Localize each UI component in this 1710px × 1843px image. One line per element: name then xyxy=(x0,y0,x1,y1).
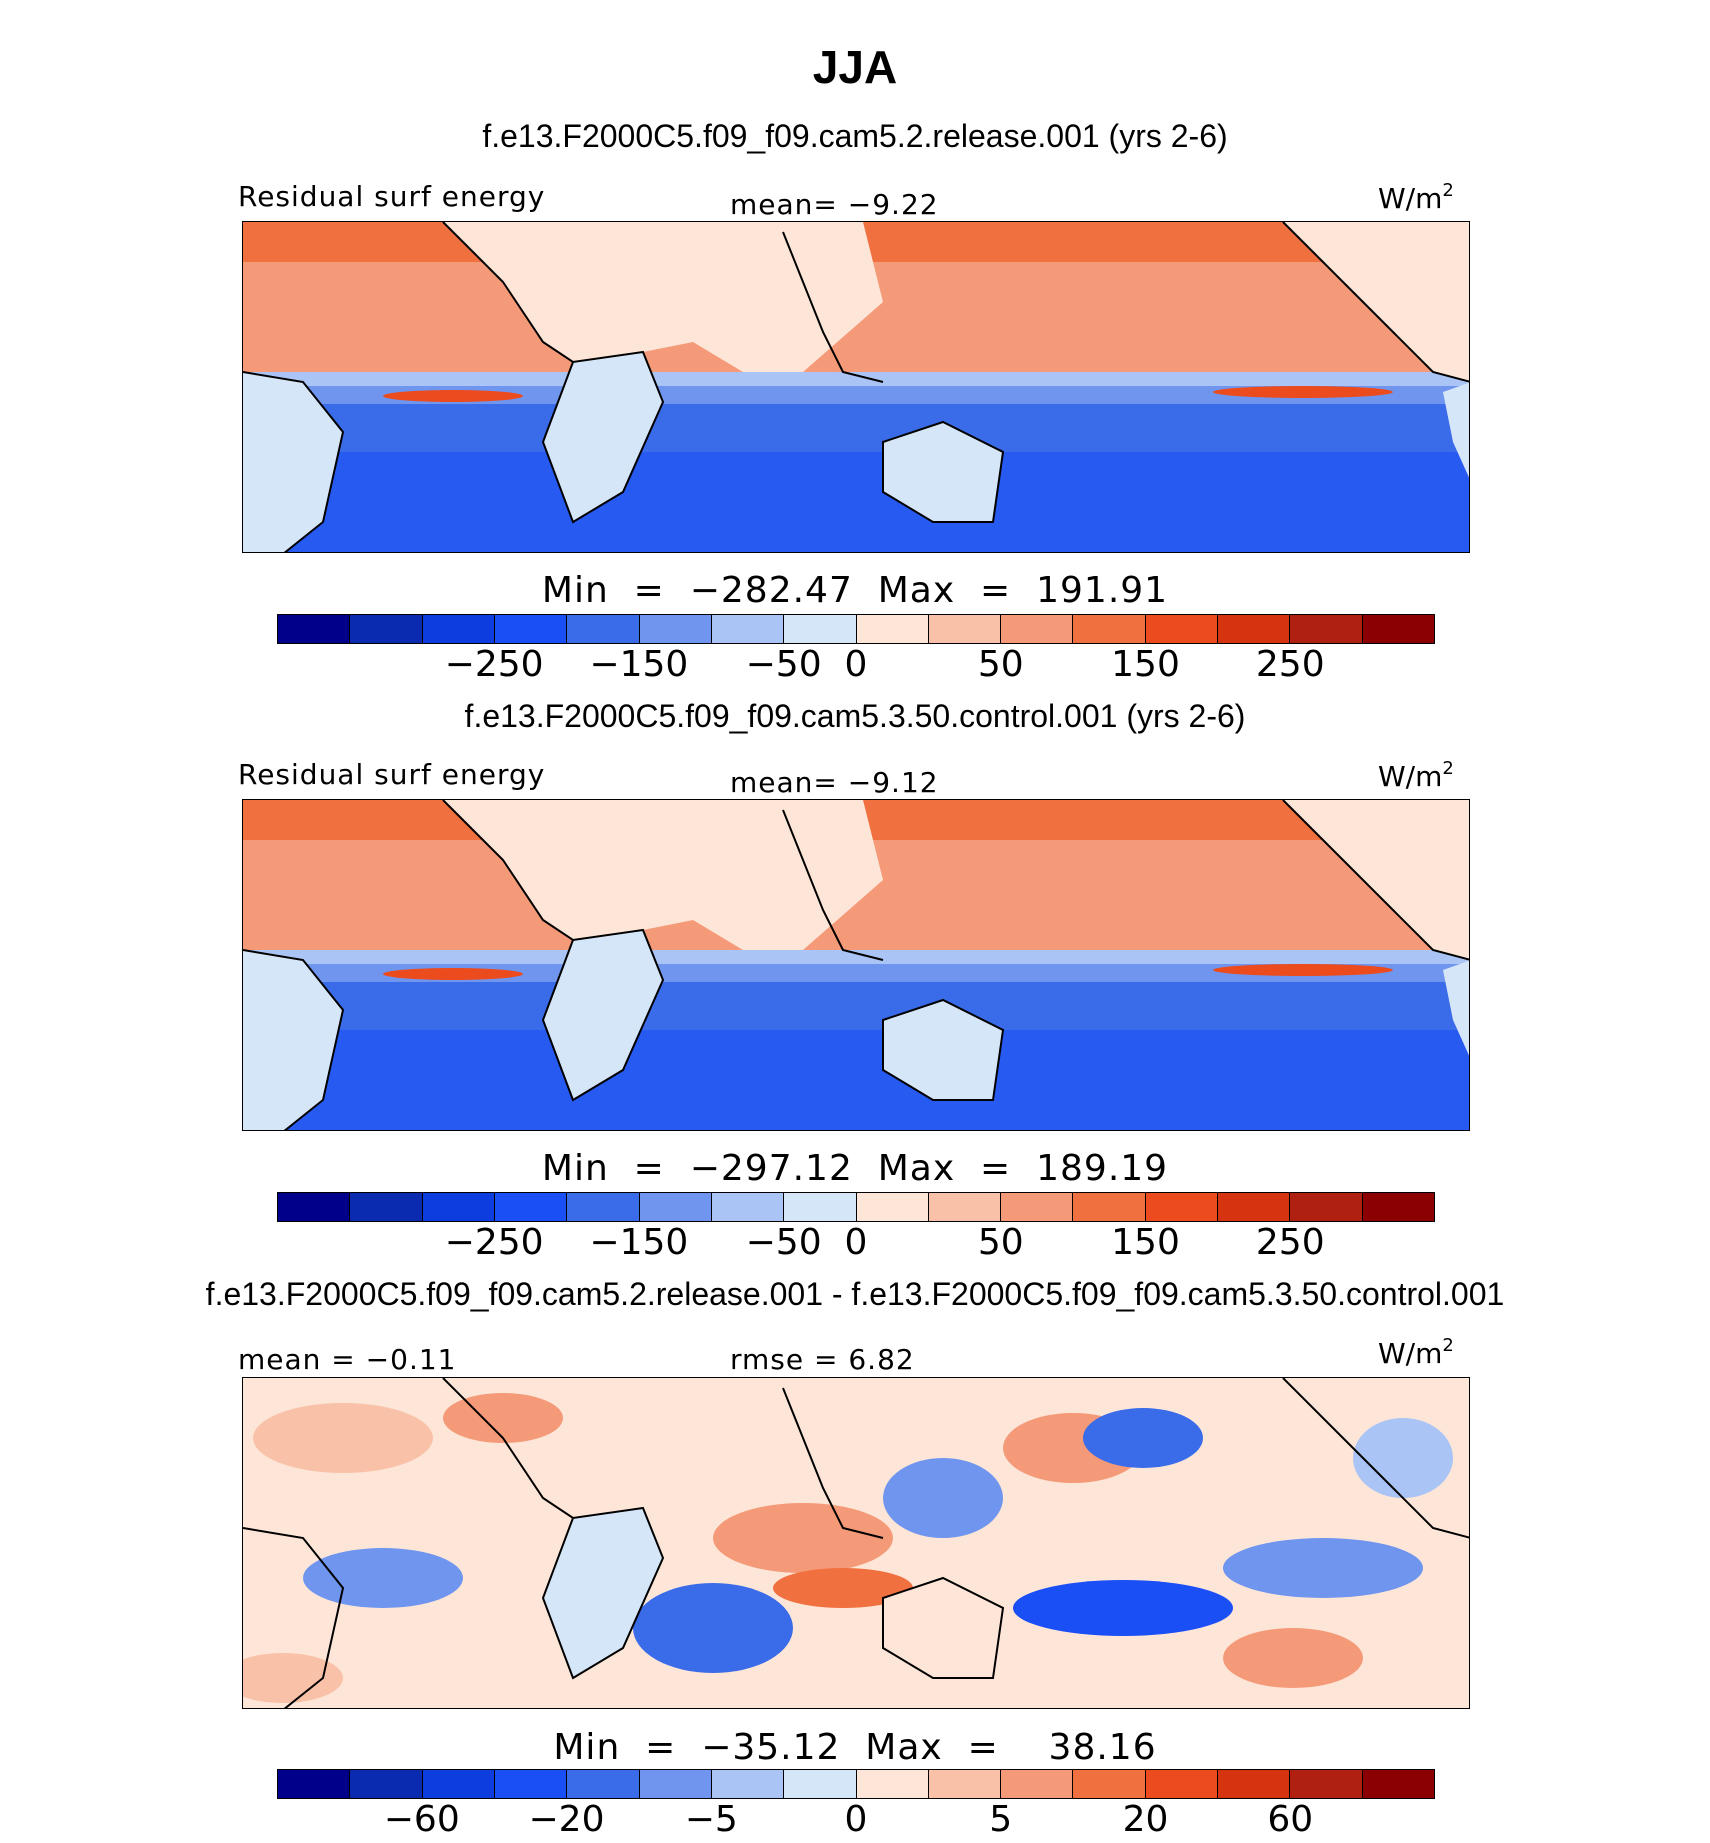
colorbar-segment xyxy=(567,1193,640,1221)
panel-2-colorbar xyxy=(277,1192,1435,1222)
panel-3-map xyxy=(242,1377,1470,1709)
colorbar-segment xyxy=(1145,1770,1219,1798)
panel-3-colorbar-ticks: −60 −20 −5 0 5 20 60 xyxy=(277,1799,1435,1843)
panel-2-variable-label: Residual surf energy xyxy=(238,758,546,791)
colorbar-tick-label: 150 xyxy=(1111,1222,1180,1263)
colorbar-segment xyxy=(1290,1770,1363,1798)
panel-1-colorbar-ticks: −250 −150 −50 0 50 150 250 xyxy=(277,644,1435,688)
panel-1-colorbar xyxy=(277,614,1435,644)
colorbar-segment xyxy=(784,615,857,643)
colorbar-tick-label: −60 xyxy=(383,1799,460,1840)
colorbar-tick-label: −50 xyxy=(745,644,822,685)
colorbar-segment xyxy=(1001,615,1074,643)
colorbar-segment xyxy=(278,615,351,643)
colorbar-segment xyxy=(1001,1193,1074,1221)
colorbar-segment xyxy=(1218,615,1291,643)
colorbar-segment xyxy=(639,1193,712,1221)
colorbar-tick-label: 250 xyxy=(1255,1222,1325,1263)
panel-1-minmax: Min = −282.47 Max = 191.91 xyxy=(541,570,1169,611)
colorbar-segment xyxy=(1290,1193,1363,1221)
colorbar-segment xyxy=(1362,1770,1434,1798)
colorbar-segment xyxy=(928,615,1002,643)
colorbar-segment xyxy=(856,1770,929,1798)
panel-2-heading: f.e13.F2000C5.f09_f09.cam5.3.50.control.… xyxy=(464,698,1246,734)
panel-1-map xyxy=(242,221,1470,553)
colorbar-segment xyxy=(711,615,785,643)
colorbar-segment xyxy=(494,615,568,643)
panel-3-minmax: Min = −35.12 Max = 38.16 xyxy=(553,1727,1157,1768)
panel-3-mean-label: mean = −0.11 xyxy=(238,1343,457,1376)
colorbar-tick-label: −5 xyxy=(684,1799,738,1840)
colorbar-tick-label: 50 xyxy=(977,644,1024,685)
colorbar-segment xyxy=(1218,1193,1291,1221)
colorbar-segment xyxy=(784,1193,857,1221)
colorbar-tick-label: −50 xyxy=(745,1222,822,1263)
colorbar-tick-label: 0 xyxy=(844,644,868,685)
panel-3-rmse-label: rmse = 6.82 xyxy=(730,1343,915,1376)
colorbar-tick-label: 0 xyxy=(844,1799,868,1840)
panel-2-units: W/m2 xyxy=(1378,758,1454,793)
colorbar-tick-label: 250 xyxy=(1255,644,1325,685)
panel-3-colorbar xyxy=(277,1769,1435,1799)
colorbar-tick-label: 5 xyxy=(989,1799,1013,1840)
colorbar-segment xyxy=(1073,1193,1146,1221)
colorbar-segment xyxy=(567,615,640,643)
colorbar-tick-label: 150 xyxy=(1111,644,1180,685)
colorbar-segment xyxy=(350,1193,423,1221)
colorbar-segment xyxy=(856,615,929,643)
panel-1-heading: f.e13.F2000C5.f09_f09.cam5.2.release.001… xyxy=(482,118,1228,154)
colorbar-segment xyxy=(1290,615,1363,643)
colorbar-tick-label: −150 xyxy=(589,1222,689,1263)
colorbar-segment xyxy=(784,1770,857,1798)
figure-title: JJA xyxy=(812,41,898,93)
colorbar-tick-label: 60 xyxy=(1267,1799,1314,1840)
colorbar-segment xyxy=(639,1770,712,1798)
panel-2-minmax: Min = −297.12 Max = 189.19 xyxy=(541,1148,1169,1189)
colorbar-segment xyxy=(422,615,495,643)
colorbar-segment xyxy=(1362,1193,1434,1221)
colorbar-segment xyxy=(1073,1770,1146,1798)
colorbar-segment xyxy=(350,615,423,643)
colorbar-tick-label: −150 xyxy=(589,644,689,685)
colorbar-segment xyxy=(711,1770,785,1798)
colorbar-segment xyxy=(639,615,712,643)
panel-2-colorbar-ticks: −250 −150 −50 0 50 150 250 xyxy=(277,1222,1435,1266)
colorbar-segment xyxy=(711,1193,785,1221)
colorbar-segment xyxy=(856,1193,929,1221)
panel-3-heading: f.e13.F2000C5.f09_f09.cam5.2.release.001… xyxy=(205,1276,1505,1312)
panel-2-map xyxy=(242,799,1470,1131)
colorbar-segment xyxy=(1073,615,1146,643)
colorbar-segment xyxy=(422,1193,495,1221)
colorbar-segment xyxy=(422,1770,495,1798)
colorbar-segment xyxy=(278,1193,351,1221)
colorbar-segment xyxy=(1218,1770,1291,1798)
colorbar-segment xyxy=(567,1770,640,1798)
panel-1-variable-label: Residual surf energy xyxy=(238,180,546,213)
colorbar-segment xyxy=(350,1770,423,1798)
colorbar-segment xyxy=(928,1193,1002,1221)
colorbar-segment xyxy=(494,1193,568,1221)
colorbar-tick-label: 0 xyxy=(844,1222,868,1263)
colorbar-segment xyxy=(278,1770,351,1798)
colorbar-tick-label: −20 xyxy=(528,1799,605,1840)
colorbar-tick-label: 50 xyxy=(977,1222,1024,1263)
colorbar-tick-label: −250 xyxy=(444,644,544,685)
colorbar-segment xyxy=(928,1770,1002,1798)
panel-3-units: W/m2 xyxy=(1378,1335,1454,1370)
colorbar-tick-label: −250 xyxy=(444,1222,544,1263)
panel-1-units: W/m2 xyxy=(1378,180,1454,215)
panel-1-mean-label: mean= −9.22 xyxy=(730,188,939,221)
colorbar-segment xyxy=(1362,615,1434,643)
colorbar-tick-label: 20 xyxy=(1122,1799,1169,1840)
colorbar-segment xyxy=(1001,1770,1074,1798)
colorbar-segment xyxy=(1145,615,1219,643)
panel-2-mean-label: mean= −9.12 xyxy=(730,766,939,799)
colorbar-segment xyxy=(1145,1193,1219,1221)
colorbar-segment xyxy=(494,1770,568,1798)
